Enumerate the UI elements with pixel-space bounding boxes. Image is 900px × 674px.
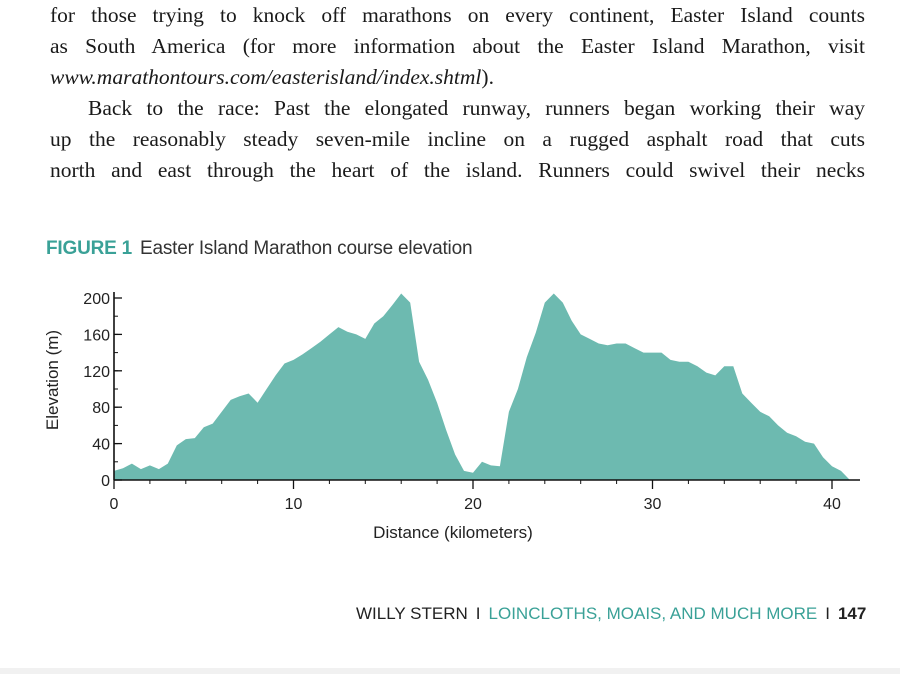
body-line: www.marathontours.com/easterisland/index… [50, 62, 865, 93]
website-link[interactable]: www.marathontours.com/easterisland/index… [50, 65, 482, 89]
y-tick-label: 160 [83, 327, 110, 344]
figure-title: Easter Island Marathon course elevation [140, 238, 473, 259]
elevation-area [114, 293, 850, 480]
page-edge [0, 668, 900, 674]
footer-separator: I [475, 604, 481, 623]
x-tick-label: 30 [644, 496, 662, 513]
body-line: up the reasonably steady seven-mile incl… [50, 127, 865, 151]
y-tick-label: 40 [92, 437, 110, 454]
x-tick-label: 40 [823, 496, 841, 513]
footer-author: WILLY STERN [356, 604, 468, 623]
x-tick-label: 20 [464, 496, 482, 513]
body-line: Back to the race: Past the elongated run… [88, 96, 865, 120]
y-axis-title: Elevation (m) [43, 330, 62, 430]
y-tick-label: 200 [83, 291, 110, 308]
footer-separator: I [825, 604, 830, 623]
body-line-suffix: ). [481, 65, 494, 89]
y-tick-label: 0 [101, 473, 110, 490]
page-number: 147 [837, 604, 867, 623]
figure-label: FIGURE 1 [46, 238, 133, 259]
y-tick-label: 80 [92, 400, 110, 417]
plot-area: 0 10 20 30 40 0 40 80 120 160 200 [83, 291, 860, 513]
x-tick-label: 0 [110, 496, 119, 513]
body-text: for those trying to knock off marathons … [50, 0, 865, 186]
figure-caption: FIGURE 1 Easter Island Marathon course el… [46, 238, 473, 260]
page-footer: WILLY STERN I LOINCLOTHS, MOAIS, AND MUCH … [356, 604, 866, 624]
body-line: for those trying to knock off marathons … [50, 3, 865, 27]
x-axis-title: Distance (kilometers) [373, 523, 533, 542]
footer-title: LOINCLOTHS, MOAIS, AND MUCH MORE [488, 604, 818, 623]
x-tick-label: 10 [285, 496, 303, 513]
elevation-chart: 0 10 20 30 40 0 40 80 120 160 200 Distance (kilome… [43, 291, 860, 542]
y-tick-label: 120 [83, 364, 110, 381]
body-line: north and east through the heart of the … [50, 158, 865, 182]
body-line: as South America (for more information a… [50, 34, 865, 58]
